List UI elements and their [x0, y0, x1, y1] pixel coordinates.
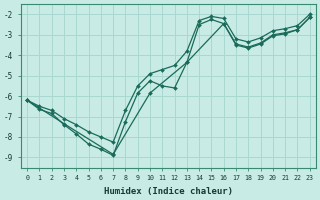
X-axis label: Humidex (Indice chaleur): Humidex (Indice chaleur) [104, 187, 233, 196]
